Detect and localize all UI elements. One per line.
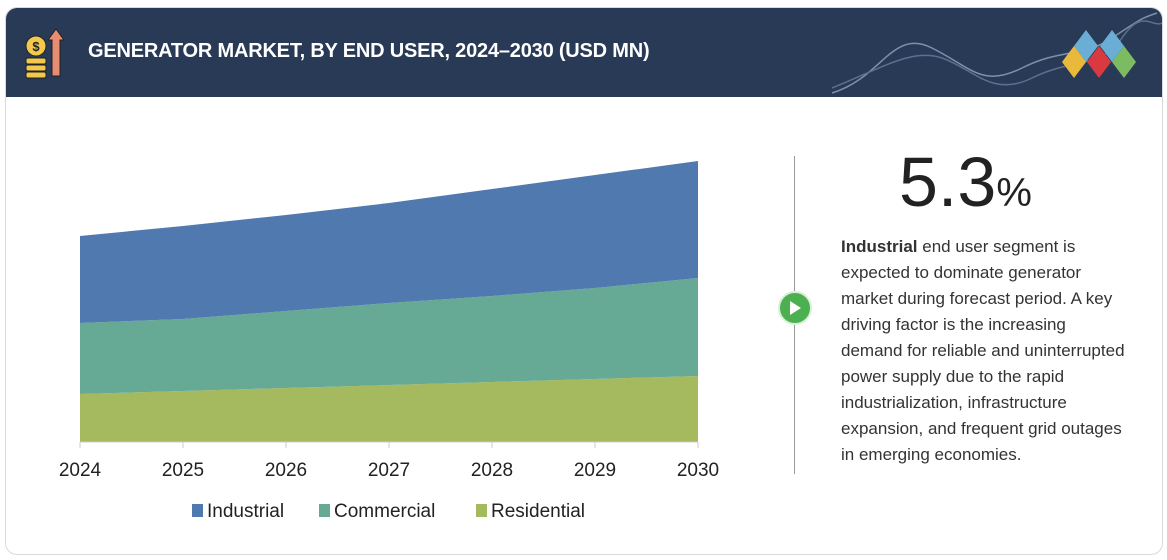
callout-bold: Industrial — [841, 237, 918, 256]
x-tick-label: 2029 — [574, 460, 616, 481]
area-commercial — [80, 278, 698, 394]
area-industrial — [80, 161, 698, 323]
svg-text:$: $ — [32, 39, 40, 54]
cagr-unit: % — [996, 171, 1032, 215]
x-tick-label: 2027 — [368, 460, 410, 481]
x-tick-label: 2024 — [59, 460, 102, 481]
callout-text: end user segment is expected to dominate… — [841, 237, 1125, 464]
diamond-logo — [831, 12, 1162, 94]
legend-swatch-residential — [476, 504, 487, 517]
legend-swatch-commercial — [319, 504, 330, 517]
x-tick-label: 2026 — [265, 460, 307, 481]
x-tick-label: 2030 — [677, 460, 719, 481]
cagr-value: 5.3 — [899, 143, 997, 221]
x-tick-label: 2025 — [162, 460, 204, 481]
cagr-stat: 5.3% — [899, 142, 1032, 222]
chart-title: GENERATOR MARKET, BY END USER, 2024–2030… — [88, 40, 650, 62]
infographic-card: $ GENERATOR MARKET, BY END USER, 2024–20… — [5, 7, 1163, 555]
legend-swatch-industrial — [192, 504, 203, 517]
legend-label-residential: Residential — [491, 501, 585, 522]
stacked-area-chart: 2024 2025 2026 2027 2028 2029 2030 Industrial Co… — [59, 161, 719, 522]
money-growth-icon: $ — [25, 28, 64, 79]
area-residential — [80, 376, 698, 442]
play-arrow-icon — [778, 291, 812, 325]
legend-label-commercial: Commercial — [334, 501, 435, 522]
header: $ GENERATOR MARKET, BY END USER, 2024–20… — [6, 8, 1162, 97]
callout-description: Industrial end user segment is expected … — [841, 234, 1131, 468]
x-tick-label: 2028 — [471, 460, 513, 481]
legend-label-industrial: Industrial — [207, 501, 284, 522]
